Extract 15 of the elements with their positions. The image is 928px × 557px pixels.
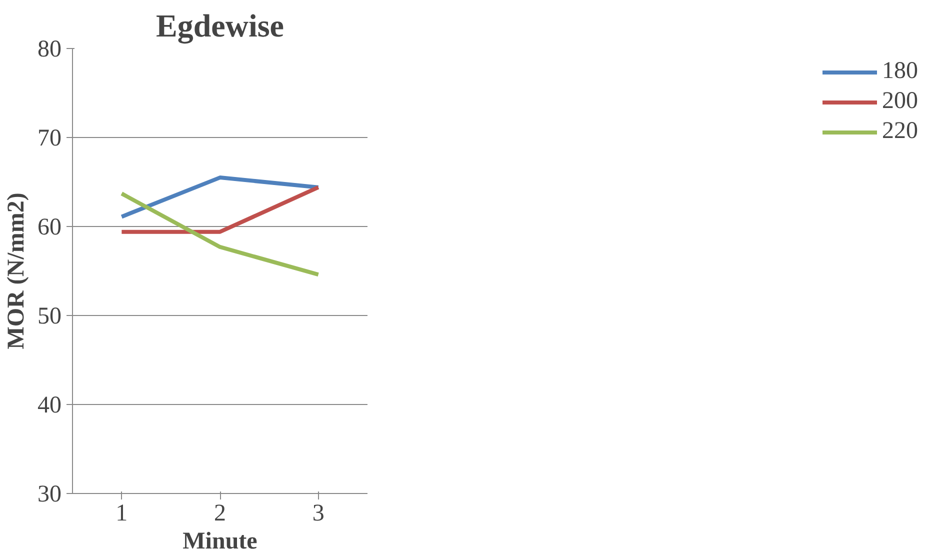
chart-title: Egdewise xyxy=(156,8,284,44)
y-tick-label: 60 xyxy=(38,214,62,240)
y-axis-title: MOR (N/mm2) xyxy=(4,192,30,350)
legend-label: 180 xyxy=(882,58,918,85)
x-tick-label: 3 xyxy=(312,500,324,526)
x-tick-label: 2 xyxy=(214,500,226,526)
y-tick-label: 80 xyxy=(38,36,62,62)
x-axis-title: Minute xyxy=(182,528,258,554)
x-tick-label: 1 xyxy=(116,500,128,526)
y-tick-label: 50 xyxy=(38,304,62,330)
y-tick-label: 30 xyxy=(38,482,62,508)
y-tick-label: 70 xyxy=(38,126,62,152)
legend-label: 200 xyxy=(882,88,918,115)
legend-label: 220 xyxy=(882,118,918,145)
y-tick-label: 40 xyxy=(38,392,62,418)
